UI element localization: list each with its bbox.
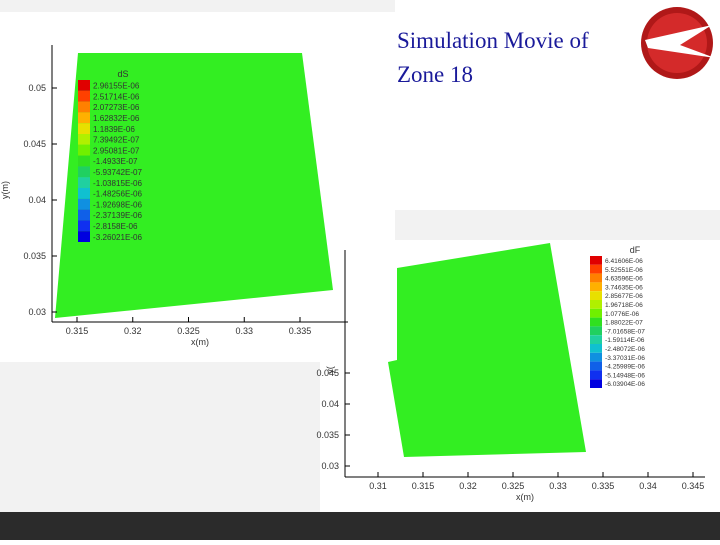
- legend-swatch: [590, 361, 602, 371]
- x-tick-label: 0.315: [412, 481, 435, 491]
- legend-swatch: [590, 264, 602, 274]
- legend-swatch: [590, 344, 602, 353]
- legend-value: 1.88022E-07: [605, 320, 643, 327]
- legend-swatch: [78, 144, 90, 156]
- legend-value: -5.93742E-07: [93, 168, 143, 177]
- legend-swatch: [78, 209, 90, 221]
- x-tick-label: 0.33: [549, 481, 567, 491]
- x-axis-label: x(m): [516, 492, 534, 502]
- legend-swatch: [590, 308, 602, 318]
- legend-swatch: [590, 370, 602, 380]
- legend-value: 4.63596E-06: [605, 276, 643, 283]
- legend-value: -3.26021E-06: [93, 233, 143, 242]
- legend-swatch: [590, 379, 602, 388]
- slide-title: Zone 18: [397, 62, 473, 87]
- x-tick-label: 0.325: [502, 481, 525, 491]
- x-tick-label: 0.32: [459, 481, 477, 491]
- legend-swatch: [78, 155, 90, 167]
- legend-swatch: [78, 177, 90, 188]
- y-tick-label: 0.045: [316, 368, 339, 378]
- legend-value: 1.0776E-06: [605, 311, 639, 318]
- contour-region: [55, 53, 333, 318]
- legend-value: 1.62832E-06: [93, 114, 140, 123]
- y-tick-label: 0.035: [316, 430, 339, 440]
- legend-swatch: [78, 231, 90, 242]
- legend-swatch: [590, 352, 602, 362]
- legend-swatch: [78, 188, 90, 199]
- legend-swatch: [78, 134, 90, 145]
- legend-swatch: [78, 112, 90, 124]
- legend-swatch: [590, 282, 602, 292]
- legend-swatch: [590, 317, 602, 327]
- legend-value: 1.96718E-06: [605, 302, 643, 309]
- x-tick-label: 0.335: [592, 481, 615, 491]
- legend-swatch: [78, 101, 90, 113]
- legend-swatch: [78, 166, 90, 178]
- legend-swatch: [78, 90, 90, 102]
- legend-value: 6.41606E-06: [605, 258, 643, 265]
- y-axis-label: y(m): [0, 181, 10, 199]
- legend-value: 2.07273E-06: [93, 103, 140, 112]
- legend-value: -3.37031E-06: [605, 355, 645, 362]
- y-tick-label: 0.035: [23, 251, 46, 261]
- x-tick-label: 0.335: [289, 326, 312, 336]
- legend-value: 2.96155E-06: [93, 82, 140, 91]
- y-tick-label: 0.03: [321, 461, 339, 471]
- footer-bar: [0, 512, 720, 540]
- legend-swatch: [590, 335, 602, 344]
- legend-value: 7.39492E-07: [93, 136, 140, 145]
- legend-value: 2.85677E-06: [605, 293, 643, 300]
- x-tick-label: 0.33: [235, 326, 253, 336]
- legend-value: 3.74635E-06: [605, 284, 643, 291]
- legend-value: 2.95081E-07: [93, 146, 140, 155]
- x-axis-label: x(m): [191, 337, 209, 347]
- legend-swatch: [78, 80, 90, 91]
- legend-swatch: [590, 291, 602, 300]
- legend-swatch: [590, 256, 602, 265]
- contour-region: [388, 243, 586, 457]
- logo: [641, 7, 715, 79]
- slide-title: Simulation Movie of: [397, 28, 589, 53]
- y-tick-label: 0.045: [23, 139, 46, 149]
- legend-title: dS: [117, 69, 128, 79]
- x-tick-label: 0.34: [639, 481, 657, 491]
- legend-swatch: [78, 198, 90, 210]
- x-tick-label: 0.31: [369, 481, 387, 491]
- legend-value: 5.52551E-06: [605, 267, 643, 274]
- legend-value: -2.48072E-06: [605, 346, 645, 353]
- x-tick-label: 0.325: [177, 326, 200, 336]
- legend-value: -7.01658E-07: [605, 328, 645, 335]
- y-tick-label: 0.04: [28, 195, 46, 205]
- legend-value: -1.03815E-06: [93, 179, 143, 188]
- legend-value: -1.92698E-06: [93, 200, 143, 209]
- legend-value: -5.14948E-06: [605, 372, 645, 379]
- x-tick-label: 0.32: [124, 326, 142, 336]
- legend-swatch: [590, 326, 602, 336]
- legend-value: -1.48256E-06: [93, 190, 143, 199]
- legend-swatch: [590, 273, 602, 283]
- x-tick-label: 0.345: [682, 481, 705, 491]
- legend-value: -2.8158E-06: [93, 222, 138, 231]
- legend-swatch: [590, 300, 602, 309]
- x-tick-label: 0.315: [66, 326, 89, 336]
- y-tick-label: 0.04: [321, 399, 339, 409]
- y-axis-label: y(: [325, 366, 335, 374]
- y-tick-label: 0.03: [28, 307, 46, 317]
- legend-swatch: [78, 123, 90, 134]
- legend-value: -1.59114E-06: [605, 337, 645, 344]
- legend-value: 2.51714E-06: [93, 92, 140, 101]
- legend-swatch: [78, 220, 90, 232]
- legend-value: 1.1839E-06: [93, 125, 135, 134]
- legend-title: dF: [630, 245, 641, 255]
- y-tick-label: 0.05: [28, 83, 46, 93]
- legend-value: -6.03904E-06: [605, 381, 645, 388]
- legend-value: -2.37139E-06: [93, 211, 143, 220]
- legend-value: -1.4933E-07: [93, 157, 138, 166]
- legend-value: -4.25989E-06: [605, 364, 645, 371]
